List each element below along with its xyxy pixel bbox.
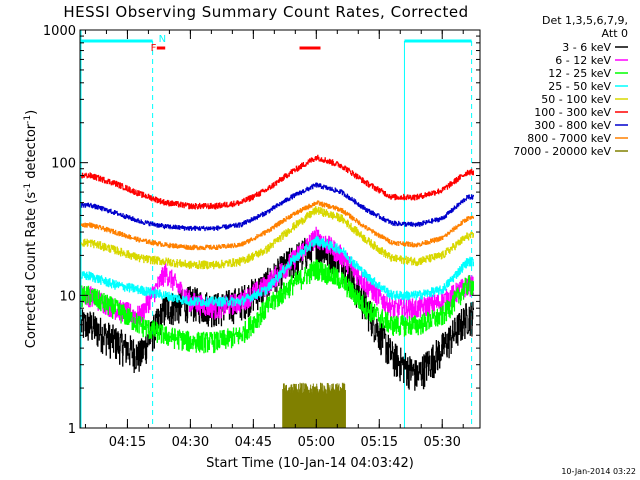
legend-label-300-800: 300 - 800 keV <box>534 119 611 132</box>
legend-header-line-1: Det 1,3,5,6,7,9, <box>542 14 628 27</box>
x-tick-label: 05:30 <box>423 435 460 450</box>
series-25-50 <box>81 235 474 307</box>
y-tick-label: 100 <box>51 157 76 172</box>
series-line-800-7000 <box>81 200 474 251</box>
legend-label-100-300: 100 - 300 keV <box>534 106 611 119</box>
x-axis-label: Start Time (10-Jan-14 04:03:42) <box>206 456 414 471</box>
legend-label-12-25: 12 - 25 keV <box>548 67 611 80</box>
legend-label-7000-20000: 7000 - 20000 keV <box>513 145 611 158</box>
x-tick-label: 04:15 <box>109 435 146 450</box>
x-tick-label: 05:15 <box>361 435 398 450</box>
series-7000-20000 <box>282 382 346 428</box>
legend-label-6-12: 6 - 12 keV <box>555 54 611 67</box>
series-line-12-25 <box>81 259 474 354</box>
x-tick-label: 05:00 <box>298 435 335 450</box>
series-12-25 <box>81 259 474 354</box>
series-100-300 <box>81 154 474 210</box>
legend-label-25-50: 25 - 50 keV <box>548 80 611 93</box>
plot-area: NF <box>80 30 474 428</box>
plot-frame <box>79 29 481 429</box>
series-line-300-800 <box>81 182 474 232</box>
legend-label-800-7000: 800 - 7000 keV <box>527 132 611 145</box>
series-800-7000 <box>81 200 474 251</box>
x-tick-label: 04:45 <box>235 435 272 450</box>
series-line-25-50 <box>81 235 474 307</box>
x-axis-ticks: 04:15 04:30 04:45 05:00 05:15 05:30 <box>84 30 464 450</box>
series-line-6-12 <box>81 226 474 325</box>
y-tick-label: 10 <box>59 289 76 304</box>
legend-label-3-6: 3 - 6 keV <box>562 41 611 54</box>
series-line-100-300 <box>81 154 474 210</box>
y-tick-label: 1 <box>68 422 76 437</box>
series-50-100 <box>81 206 474 270</box>
x-tick-label: 04:30 <box>172 435 209 450</box>
y-axis-label: Corrected Count Rate (s-1 detector-1) <box>23 110 39 348</box>
chart-title: HESSI Observing Summary Count Rates, Cor… <box>63 3 468 21</box>
y-axis-ticks: 1 10 100 1000 <box>43 24 480 437</box>
flare-label: F <box>151 43 157 54</box>
series-line-50-100 <box>81 206 474 270</box>
timestamp-label: 10-Jan-2014 03:22 <box>561 467 636 476</box>
series-300-800 <box>81 182 474 232</box>
saa-label: N <box>159 34 166 45</box>
legend-label-50-100: 50 - 100 keV <box>541 93 611 106</box>
legend-header-line-2: Att 0 <box>602 27 628 40</box>
y-tick-label: 1000 <box>43 24 76 39</box>
